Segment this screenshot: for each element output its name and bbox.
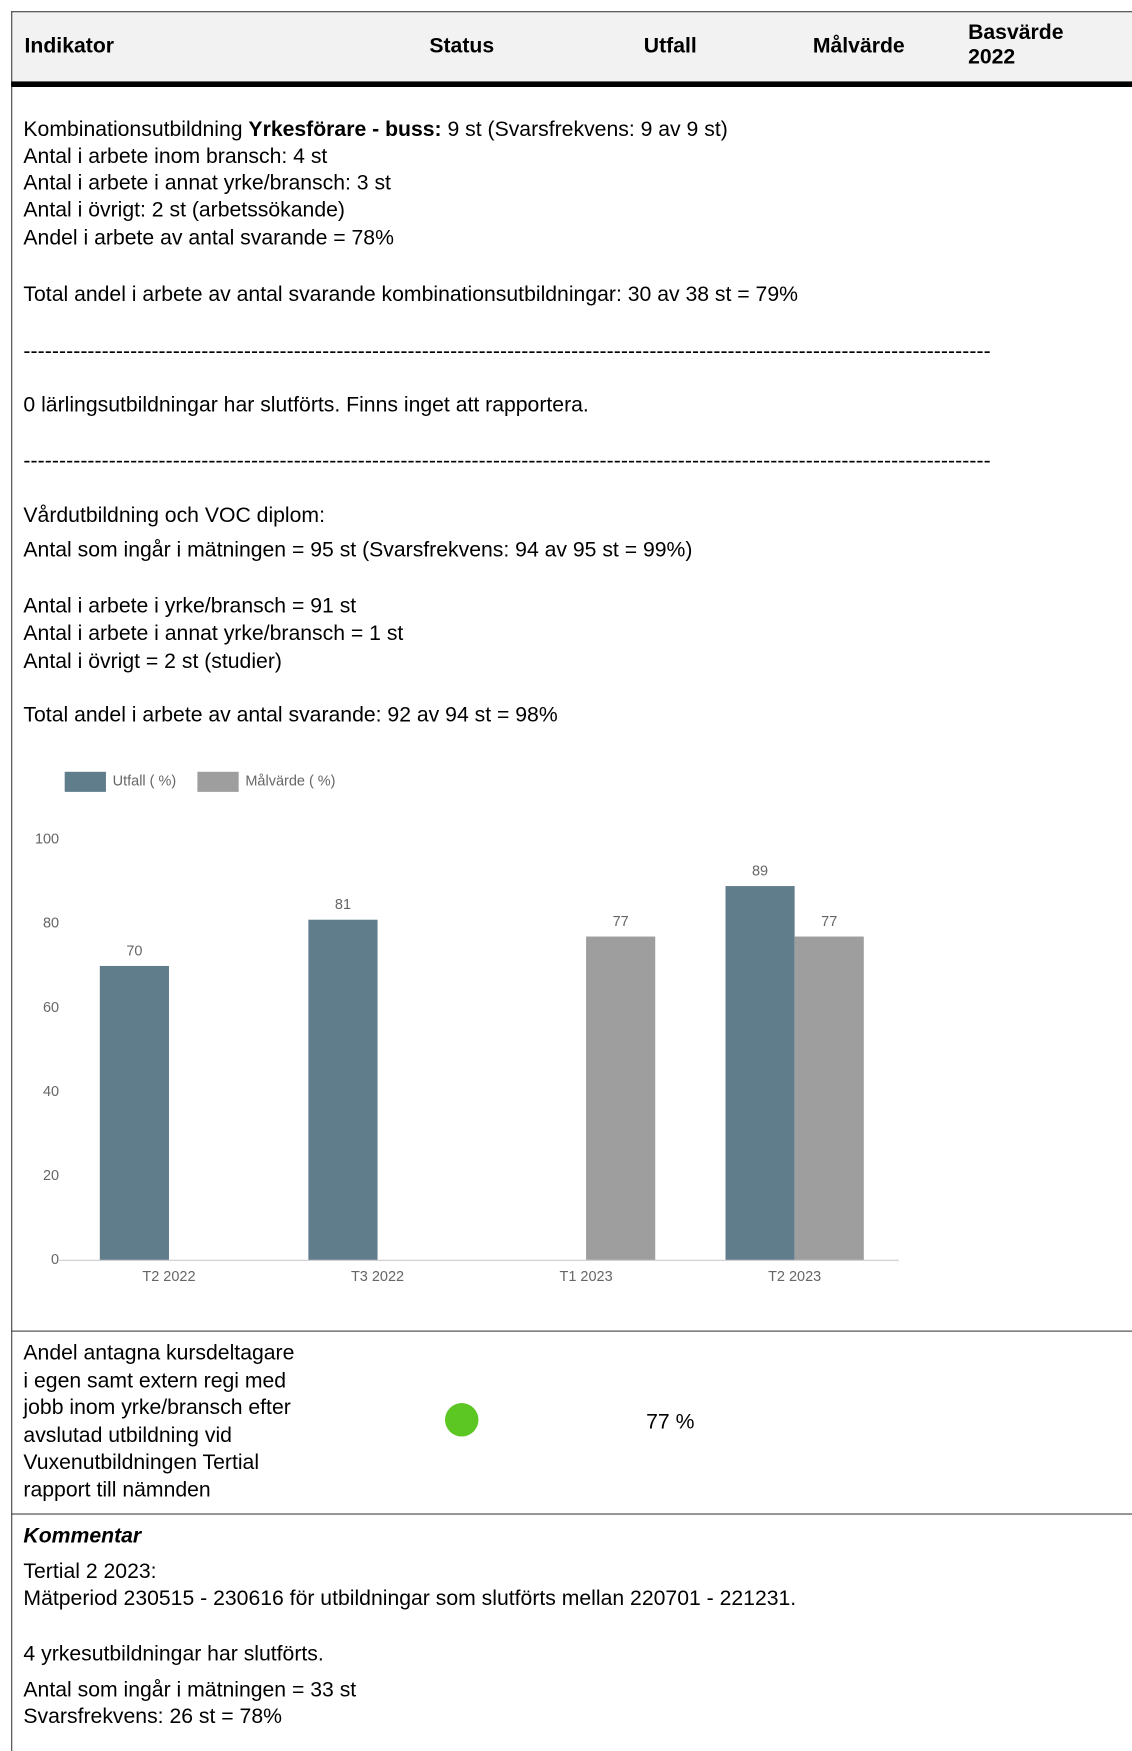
- y-tick-label: 0: [51, 1252, 59, 1268]
- text-line: Antal i arbete i yrke/bransch = 91 st: [23, 594, 357, 618]
- x-tick-label: T2 2023: [768, 1269, 821, 1285]
- text-line: Andel i arbete av antal svarande = 78%: [23, 226, 394, 250]
- y-tick-label: 20: [43, 1168, 59, 1184]
- text-line: Antal i övrigt = 2 st (studier): [23, 650, 282, 674]
- text-line: 0 lärlingsutbildningar har slutförts. Fi…: [23, 393, 589, 418]
- col-header: Basvärde 2022: [968, 21, 1064, 70]
- separator: ----------------------------------------…: [23, 449, 991, 473]
- bar: [725, 886, 795, 1261]
- y-tick-label: 80: [43, 916, 59, 932]
- bar: [99, 965, 169, 1261]
- table-top-border: [11, 11, 1132, 13]
- x-tick-label: T2 2022: [142, 1269, 195, 1285]
- text-line: Tertial 2 2023:: [23, 1560, 157, 1584]
- bar: [794, 936, 864, 1261]
- row-border: [11, 1330, 1132, 1332]
- col-header: Indikator: [24, 34, 115, 58]
- y-tick-label: 40: [43, 1084, 59, 1100]
- data-label: 81: [335, 897, 351, 913]
- text-line: Antal i arbete i annat yrke/bransch: 3 s…: [23, 171, 391, 196]
- col-header: Målvärde: [812, 34, 905, 58]
- bar: [586, 936, 656, 1261]
- text: Kombinationsutbildning: [23, 118, 249, 142]
- text-line: Total andel i arbete av antal svarande k…: [23, 283, 798, 307]
- text-line: Antal som ingår i mätningen = 95 st (Sva…: [23, 538, 693, 563]
- indicator-line: jobb inom yrke/bransch efter: [23, 1396, 291, 1420]
- text-line: Antal i arbete i annat yrke/bransch = 1 …: [23, 622, 404, 646]
- data-label: 70: [126, 943, 142, 959]
- legend-swatch: [197, 771, 239, 792]
- legend-label: Utfall ( %): [113, 774, 177, 790]
- status-dot: [445, 1403, 479, 1437]
- data-label: 77: [613, 914, 629, 930]
- text-line: Kombinationsutbildning Yrkesförare - bus…: [23, 117, 727, 144]
- header-bottom-border: [11, 81, 1132, 87]
- indicator-line: avslutad utbildning vid: [23, 1424, 232, 1448]
- separator: ----------------------------------------…: [23, 340, 991, 364]
- col-header: Utfall: [643, 34, 697, 58]
- x-tick-label: T1 2023: [560, 1269, 613, 1285]
- legend-label: Målvärde ( %): [245, 774, 335, 790]
- text-line: 4 yrkesutbildningar har slutförts.: [23, 1642, 324, 1667]
- text-line: Mätperiod 230515 - 230616 för utbildning…: [23, 1587, 797, 1611]
- text-line: Svarsfrekvens: 26 st = 78%: [23, 1705, 282, 1729]
- text-line: Antal i övrigt: 2 st (arbetssökande): [23, 198, 345, 222]
- y-tick-label: 100: [35, 832, 59, 848]
- text-line: Vårdutbildning och VOC diplom:: [23, 504, 325, 528]
- text-line: Antal som ingår i mätningen = 33 st: [23, 1678, 357, 1702]
- outcome: 77 %: [646, 1410, 695, 1435]
- bold-text: Yrkesförare - buss:: [248, 118, 442, 142]
- indicator-line: Andel antagna kursdeltagare: [23, 1341, 295, 1366]
- indicator-line: rapport till nämnden: [23, 1478, 211, 1503]
- col-header: Status: [429, 34, 495, 58]
- row-border: [11, 1513, 1132, 1515]
- text-line: Total andel i arbete av antal svarande: …: [23, 703, 558, 728]
- comment-heading: Kommentar: [23, 1524, 142, 1549]
- indicator-line: Vuxenutbildningen Tertial: [23, 1451, 260, 1475]
- indicator-line: i egen samt extern regi med: [23, 1369, 287, 1393]
- data-label: 77: [821, 914, 837, 930]
- table-left-border: [11, 11, 13, 1751]
- y-tick-label: 60: [43, 1000, 59, 1016]
- text: 9 st (Svarsfrekvens: 9 av 9 st): [441, 118, 728, 142]
- text-line: Antal i arbete inom bransch: 4 st: [23, 144, 328, 169]
- legend-swatch: [64, 771, 106, 792]
- data-label: 89: [752, 863, 768, 879]
- bar: [308, 919, 378, 1261]
- header-bg: [11, 11, 1132, 82]
- x-tick-label: T3 2022: [351, 1269, 404, 1285]
